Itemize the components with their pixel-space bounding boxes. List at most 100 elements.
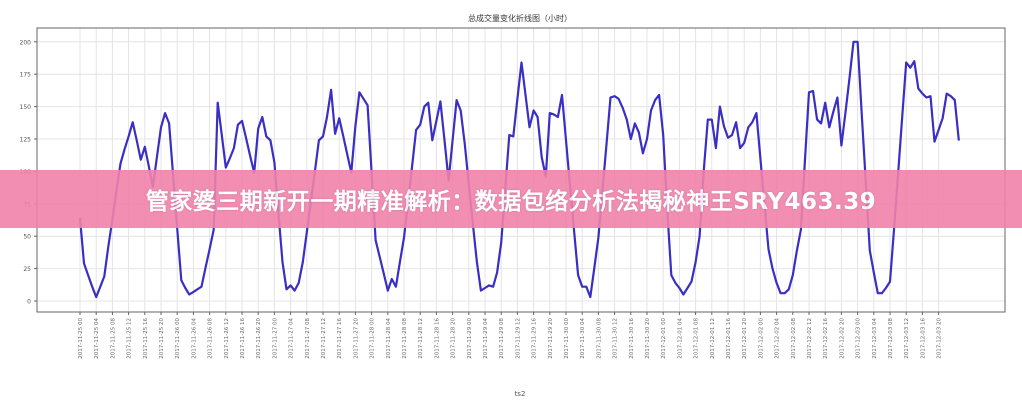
data-point [905,61,907,64]
data-point [456,99,458,101]
x-tick-label: 2017-11-29 20 [548,318,554,359]
x-tick-label: 2017-12-03 16 [920,318,926,359]
data-point [913,60,915,62]
data-point [180,279,182,281]
x-tick-label: 2017-11-30 20 [645,318,651,359]
data-point [909,67,911,69]
data-point [221,134,223,136]
x-tick-label: 2017-12-02 16 [823,318,829,359]
data-point [678,287,681,289]
data-point [642,152,644,154]
data-point [820,122,822,124]
data-point [443,139,446,141]
data-point [508,134,510,136]
data-point [618,98,620,100]
x-tick-label: 2017-11-28 20 [451,318,457,359]
data-point [217,102,219,104]
data-point [638,131,640,134]
data-point [156,156,158,158]
y-tick-label: 25 [23,266,31,273]
x-tick-label: 2017-11-25 00 [78,318,84,359]
data-point [719,106,721,108]
data-point [650,109,652,112]
data-point [626,119,628,121]
data-point [925,96,928,99]
data-point [881,292,883,294]
data-point [290,284,292,286]
data-point [788,288,790,290]
data-point [395,286,397,288]
x-tick-label: 2017-11-28 12 [418,318,424,359]
data-point [164,112,166,114]
data-point [589,296,591,298]
data-point [549,112,551,114]
data-point [209,248,211,250]
x-tick-label: 2017-11-27 08 [305,318,311,359]
data-point [780,292,782,294]
x-tick-label: 2017-11-26 00 [175,318,181,359]
x-tick-label: 2017-12-01 20 [742,318,748,359]
data-point [776,282,778,284]
x-tick-label: 2017-11-30 12 [613,318,619,359]
data-point [128,135,130,137]
data-point [367,104,369,106]
data-point [707,119,709,121]
data-point [484,287,486,289]
data-point [727,137,729,139]
x-tick-label: 2017-11-25 04 [94,318,100,359]
data-point [265,135,267,137]
data-point [654,99,656,101]
data-point [302,261,304,263]
data-point [755,112,758,114]
data-point [715,147,717,149]
x-tick-label: 2017-12-03 08 [888,318,894,359]
data-point [747,126,749,128]
data-point [852,41,855,43]
data-point [565,139,567,141]
data-point [431,139,433,141]
data-point [496,271,498,274]
data-point [921,93,924,95]
x-tick-label: 2017-11-26 12 [224,318,230,359]
data-point [269,139,271,141]
data-point [322,135,324,137]
data-point [119,163,122,165]
data-point [812,90,814,92]
x-tick-label: 2017-11-27 00 [272,318,278,359]
data-point [630,138,632,140]
x-tick-label: 2017-12-01 04 [677,318,683,359]
data-point [196,288,198,290]
data-point [95,296,97,298]
data-point [938,129,940,131]
data-point [946,93,948,95]
data-point [690,281,693,283]
data-point [885,287,887,289]
data-point [634,122,636,124]
data-point [403,236,405,239]
data-point [330,89,332,91]
data-point [358,91,360,93]
data-point [609,96,612,99]
x-tick-label: 2017-12-02 04 [775,318,781,359]
data-point [800,229,802,231]
data-point [99,286,101,288]
data-point [148,165,150,167]
data-point [132,121,134,123]
x-tick-label: 2017-11-26 08 [208,318,214,359]
data-point [273,161,275,163]
x-axis-label: ts2 [515,390,526,398]
data-point [796,249,798,252]
x-tick-label: 2017-12-02 12 [807,318,813,359]
data-point [318,139,320,141]
data-point [419,124,421,126]
banner-text: 管家婆三期新开一期精准解析：数据包络分析法揭秘神王SRY463.39 [145,189,877,215]
data-point [245,137,247,139]
data-point [346,154,348,156]
data-point [792,274,794,276]
data-point [464,143,466,145]
data-point [107,246,109,248]
data-point [958,139,960,141]
data-point [686,287,689,289]
data-point [83,262,85,264]
x-tick-label: 2017-11-26 16 [240,318,246,359]
